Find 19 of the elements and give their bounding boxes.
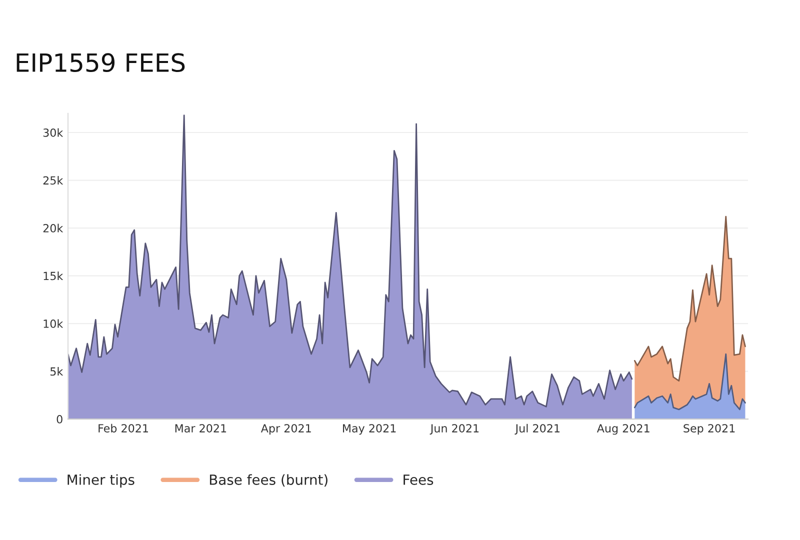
x-tick-label: Jun 2021 [430,424,479,435]
chart-title: EIP1559 FEES [16,53,185,72]
y-tick-label: 20k [43,224,64,232]
x-tick-label: Jul 2021 [514,424,560,435]
y-tick-label: 5k [50,367,64,376]
y-tick-label: 30k [43,128,64,137]
legend-label: Fees [404,474,434,485]
x-tick-label: Feb 2021 [98,424,148,432]
y-tick-label: 0 [56,415,62,424]
x-tick-label: Mar 2021 [175,424,226,432]
y-tick-label: 25k [43,176,64,185]
legend-label: Miner tips [68,474,134,488]
legend-label: Base fees (burnt) [210,474,328,487]
y-tick-label: 10k [44,319,64,328]
x-tick-label: Sep 2021 [684,424,735,435]
x-tick-label: Apr 2021 [260,424,311,435]
x-tick-label: May 2021 [343,424,396,435]
x-tick-label: Aug 2021 [596,424,650,435]
y-tick-label: 15k [44,272,64,280]
